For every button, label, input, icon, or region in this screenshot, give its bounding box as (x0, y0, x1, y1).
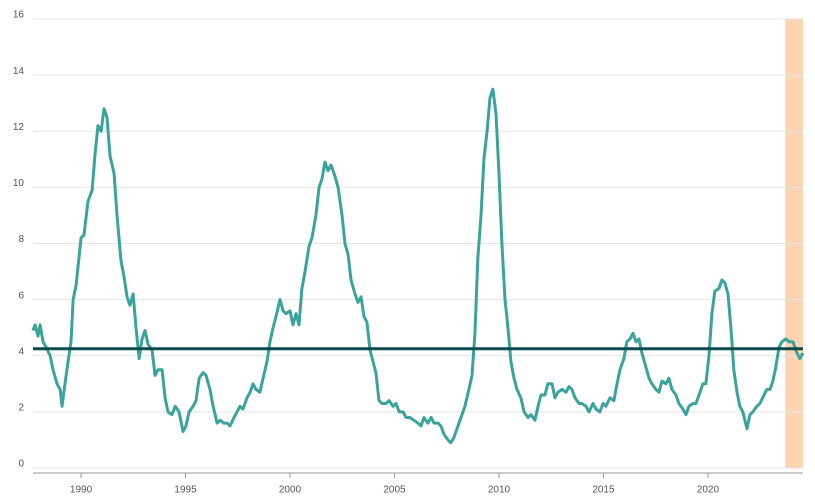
x-tick-label: 2000 (279, 485, 302, 496)
y-tick-label: 16 (13, 10, 25, 21)
y-tick-label: 12 (13, 122, 25, 133)
y-tick-label: 2 (18, 403, 24, 414)
y-tick-label: 0 (18, 459, 24, 470)
x-tick-label: 2015 (592, 485, 615, 496)
x-tick-label: 1995 (174, 485, 197, 496)
y-tick-label: 10 (13, 178, 25, 189)
x-tick-label: 2010 (488, 485, 511, 496)
y-tick-label: 6 (18, 290, 24, 301)
x-tick-label: 1990 (70, 485, 93, 496)
x-tick-label: 2020 (697, 485, 720, 496)
series-line (31, 87, 805, 445)
y-tick-label: 8 (18, 234, 24, 245)
y-tick-label: 4 (18, 346, 24, 357)
y-tick-label: 14 (13, 66, 25, 77)
x-tick-label: 2005 (383, 485, 406, 496)
